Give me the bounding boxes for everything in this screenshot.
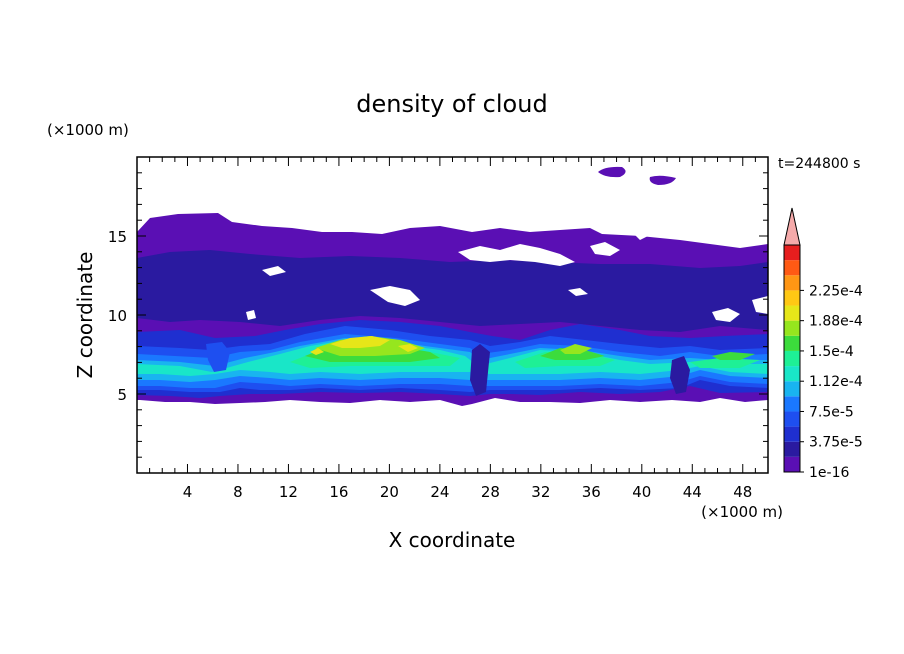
colorbar: 1e-16 3.75e-5 7.5e-5 1.12e-4 1.5e-4 1.88e-4 2.… <box>783 207 863 481</box>
x-tick-label: 44 <box>683 483 702 501</box>
contour-level-5.625e-5 <box>206 342 230 372</box>
colorbar-label: 1.12e-4 <box>809 374 863 390</box>
colorbar-overflow-arrow <box>783 207 801 246</box>
x-tick-label: 28 <box>481 483 500 501</box>
x-tick-label: 48 <box>733 483 752 501</box>
colorbar-swatch <box>784 305 800 321</box>
y-unit-label: (×1000 m) <box>47 121 129 139</box>
colorbar-label: 1.88e-4 <box>809 314 863 330</box>
x-tick-label: 32 <box>531 483 550 501</box>
y-axis-label: Z coordinate <box>73 252 97 379</box>
colorbar-frame <box>783 244 801 473</box>
time-label: t=244800 s <box>778 156 860 172</box>
contour-level-1.5e-4 <box>305 342 755 362</box>
y-tick-label: 5 <box>117 386 127 404</box>
x-tick-label: 12 <box>279 483 298 501</box>
colorbar-swatch <box>784 441 800 457</box>
y-tick-label: 15 <box>108 228 127 246</box>
contour-field <box>137 166 768 406</box>
colorbar-swatch <box>784 381 800 397</box>
x-tick-label: 24 <box>430 483 449 501</box>
colorbar-label: 2.25e-4 <box>809 283 863 299</box>
colorbar-swatch <box>784 320 800 336</box>
colorbar-swatch <box>784 260 800 276</box>
y-tick-label: 10 <box>108 307 127 325</box>
colorbar-label: 1.5e-4 <box>809 344 854 360</box>
x-tick-label: 16 <box>329 483 348 501</box>
colorbar-swatch <box>784 350 800 367</box>
colorbar-swatch <box>784 426 800 442</box>
x-tick-label: 8 <box>233 483 243 501</box>
contour-level-1e-16 <box>598 166 676 185</box>
chart-title: density of cloud <box>356 90 547 118</box>
x-tick-label: 36 <box>582 483 601 501</box>
x-tick-label: 40 <box>632 483 651 501</box>
colorbar-label: 7.5e-5 <box>809 404 854 420</box>
colorbar-swatch <box>784 411 800 427</box>
x-unit-label: (×1000 m) <box>701 503 783 521</box>
colorbar-swatch <box>784 290 800 306</box>
contour-level-1.88e-4 <box>310 336 418 355</box>
colorbar-swatch <box>784 275 800 291</box>
colorbar-swatch <box>784 245 800 261</box>
x-tick-label: 20 <box>380 483 399 501</box>
x-tick-label: 4 <box>183 483 193 501</box>
colorbar-label: 3.75e-5 <box>809 435 863 451</box>
colorbar-swatch <box>784 396 800 412</box>
x-axis-label: X coordinate <box>389 528 516 552</box>
colorbar-label: 1e-16 <box>809 465 849 481</box>
colorbar-swatch <box>784 335 800 351</box>
clear-gap <box>246 228 768 322</box>
colorbar-swatch <box>784 456 800 472</box>
colorbar-swatch <box>784 366 800 382</box>
contour-level-1.875e-5 <box>137 250 768 332</box>
